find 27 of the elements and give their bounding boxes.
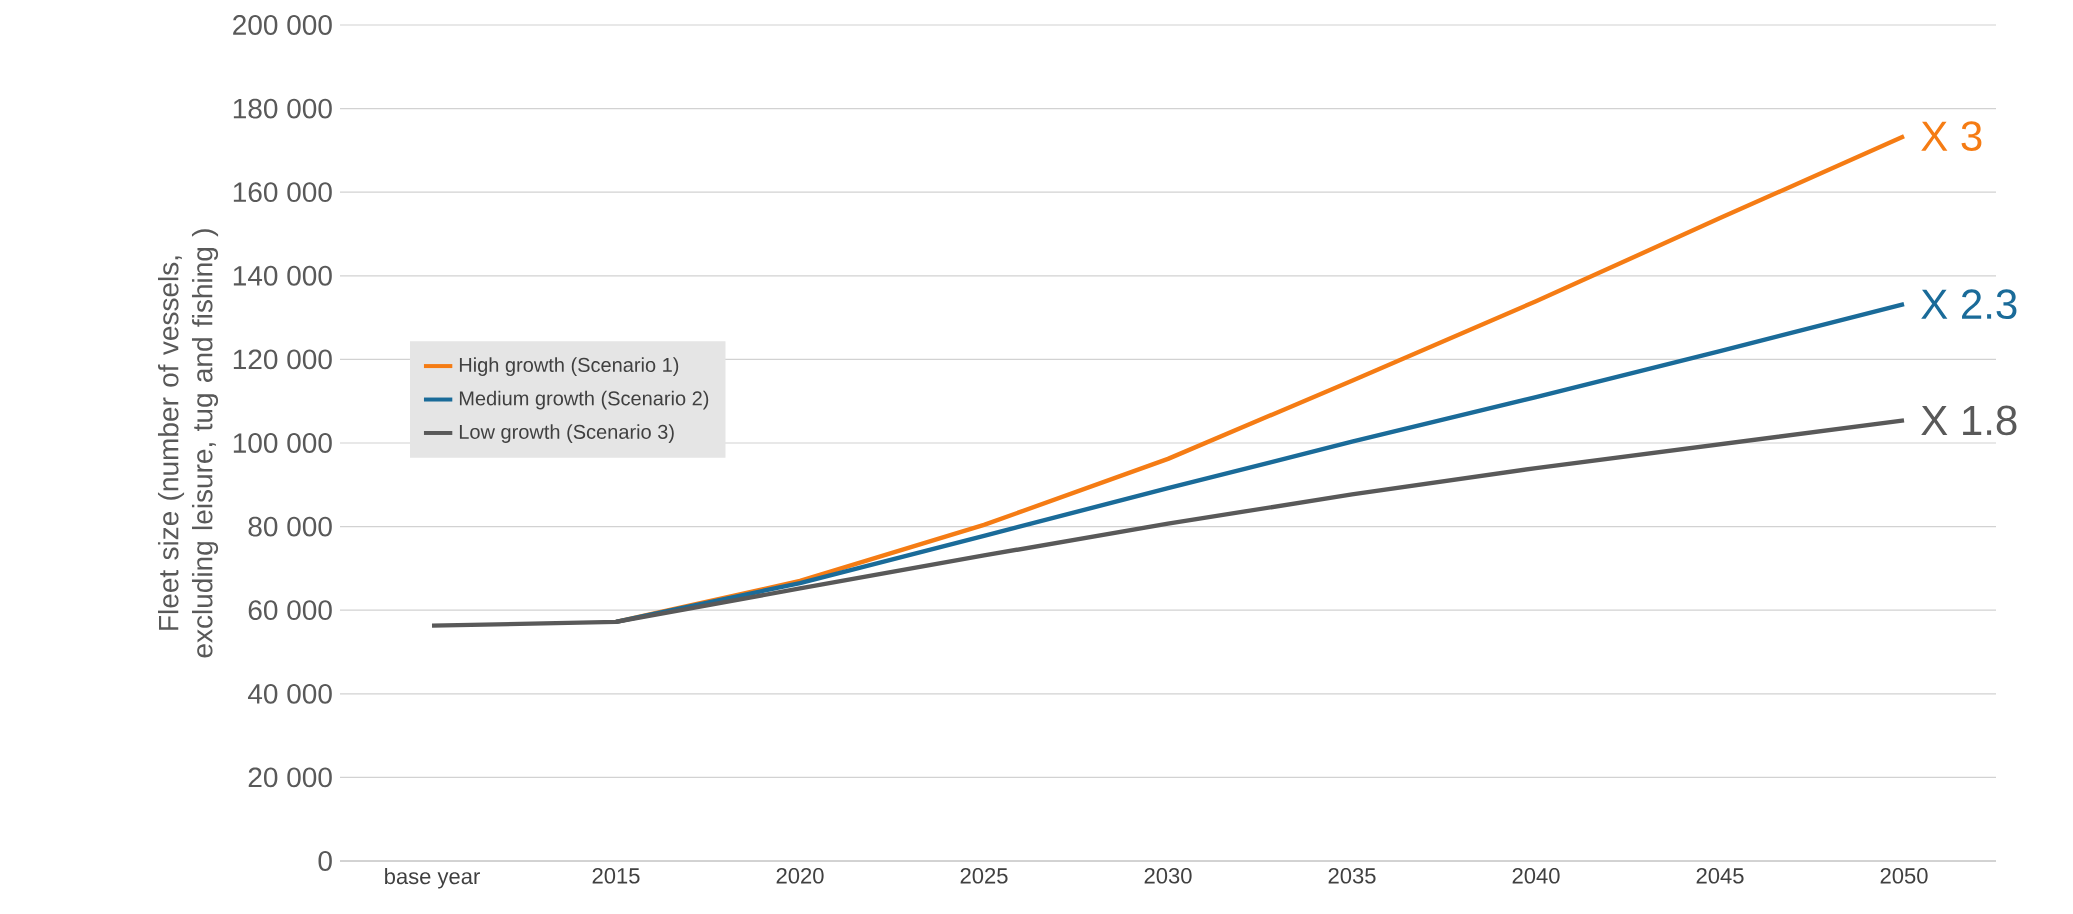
legend-label: Medium growth (Scenario 2) [459, 390, 709, 410]
y-axis-title: Fleet size (number of vessels, excluding leisure, tug and fishing ) [157, 229, 219, 658]
y-tick-label: 40 000 [247, 683, 332, 704]
x-tick-label: 2025 [960, 868, 1008, 884]
x-tick-label: 2035 [1328, 868, 1376, 884]
annotation: X 2.3 [1921, 289, 2017, 320]
legend-label: High growth (Scenario 1) [459, 357, 679, 376]
y-tick-label: 120 000 [233, 349, 332, 370]
y-tick-label: 200 000 [233, 15, 332, 35]
x-tick-label: 2045 [1696, 868, 1744, 884]
y-tick-label: 0 [318, 851, 332, 871]
x-tick-label: 2020 [776, 868, 824, 884]
x-tick-label: 2050 [1880, 868, 1928, 884]
x-tick-label: 2030 [1144, 868, 1192, 884]
x-tick-label: 2015 [592, 868, 640, 884]
y-tick-label: 20 000 [248, 767, 332, 788]
x-tick-label: base year [385, 868, 480, 889]
annotation: X 1.8 [1921, 405, 2017, 436]
annotation: X 3 [1921, 121, 1982, 152]
legend-label: Low growth (Scenario 3) [459, 424, 674, 443]
x-tick-label: 2040 [1512, 868, 1560, 884]
y-tick-label: 160 000 [233, 182, 332, 203]
y-tick-label: 80 000 [248, 516, 332, 537]
y-tick-label: 100 000 [233, 433, 332, 453]
y-tick-label: 60 000 [248, 600, 332, 621]
y-tick-label: 180 000 [233, 98, 332, 119]
y-tick-label: 140 000 [233, 265, 332, 286]
